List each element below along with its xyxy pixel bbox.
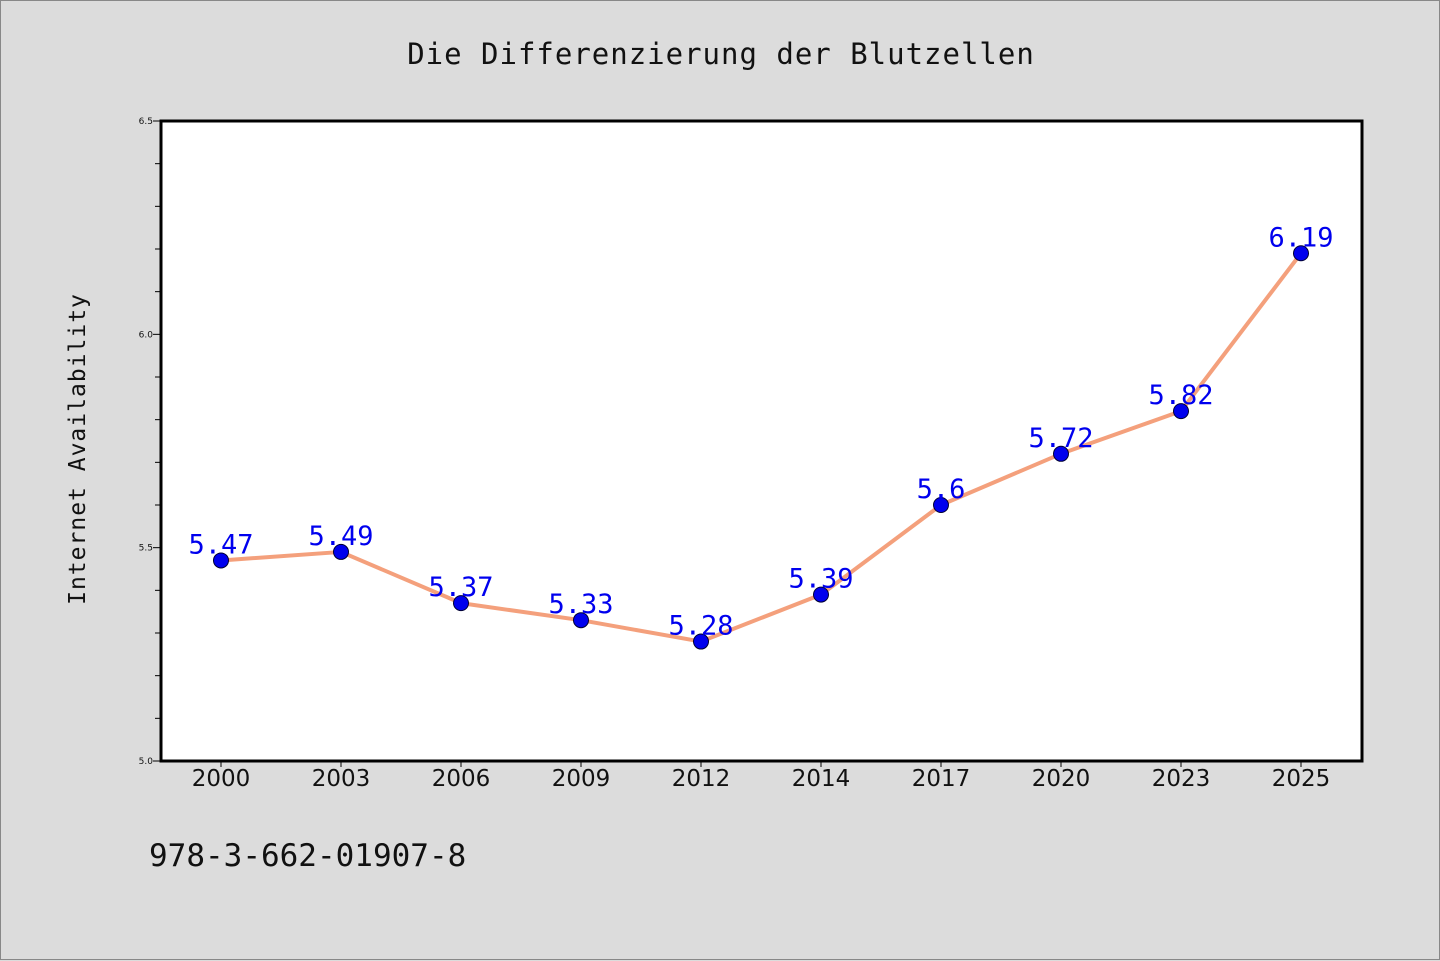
data-label: 5.72 [1028,423,1093,454]
data-point [453,595,469,612]
series-group: 5.47 5.49 5.37 5.33 5.28 5.39 5.6 5.72 5.82 6.19 [188,222,1334,650]
chart-title: Die Differenzierung der Blutzellen [407,37,1035,71]
series-line [220,252,1303,644]
data-label: 5.47 [188,529,253,560]
data-point [573,612,589,629]
y-tick-label: 6.5 [139,117,153,127]
data-point [1173,403,1189,420]
x-tick-label: 2017 [912,766,971,792]
x-tick-label: 2000 [192,766,251,792]
y-tick-label: 5.0 [139,757,154,767]
data-point [1293,245,1309,262]
x-tick-label: 2025 [1272,766,1331,792]
data-point [213,552,229,569]
y-tick-label: 5.5 [139,544,153,554]
x-axis-ticks: 2000 2003 2006 2009 2012 2014 2017 2020 2023 2025 [192,761,1331,792]
plot-area [159,119,1364,763]
data-point [333,543,349,560]
x-tick-label: 2020 [1032,766,1091,792]
x-tick-label: 2006 [432,766,491,792]
data-label: 5.82 [1148,380,1213,411]
data-point [813,586,829,603]
data-label: 5.39 [788,564,853,595]
x-tick-label: 2003 [312,766,371,792]
data-label: 5.33 [548,589,613,620]
x-tick-label: 2023 [1152,766,1211,792]
data-point [693,633,709,650]
y-axis-label: Internet Availability [65,293,91,605]
data-label: 6.19 [1268,222,1333,253]
x-tick-label: 2009 [552,766,611,792]
x-tick-label: 2012 [672,766,731,792]
data-point [933,497,949,513]
data-label: 5.49 [308,521,373,552]
y-axis-ticks: 5.0 5.5 6.0 6.5 [139,117,161,767]
footer-code: 978-3-662-01907-8 [149,838,466,874]
data-label: 5.37 [428,572,493,603]
x-tick-label: 2014 [792,766,851,792]
data-point [1053,445,1069,462]
data-label: 5.6 [917,474,966,505]
data-label: 5.28 [668,611,733,642]
y-tick-label: 6.0 [139,330,154,340]
